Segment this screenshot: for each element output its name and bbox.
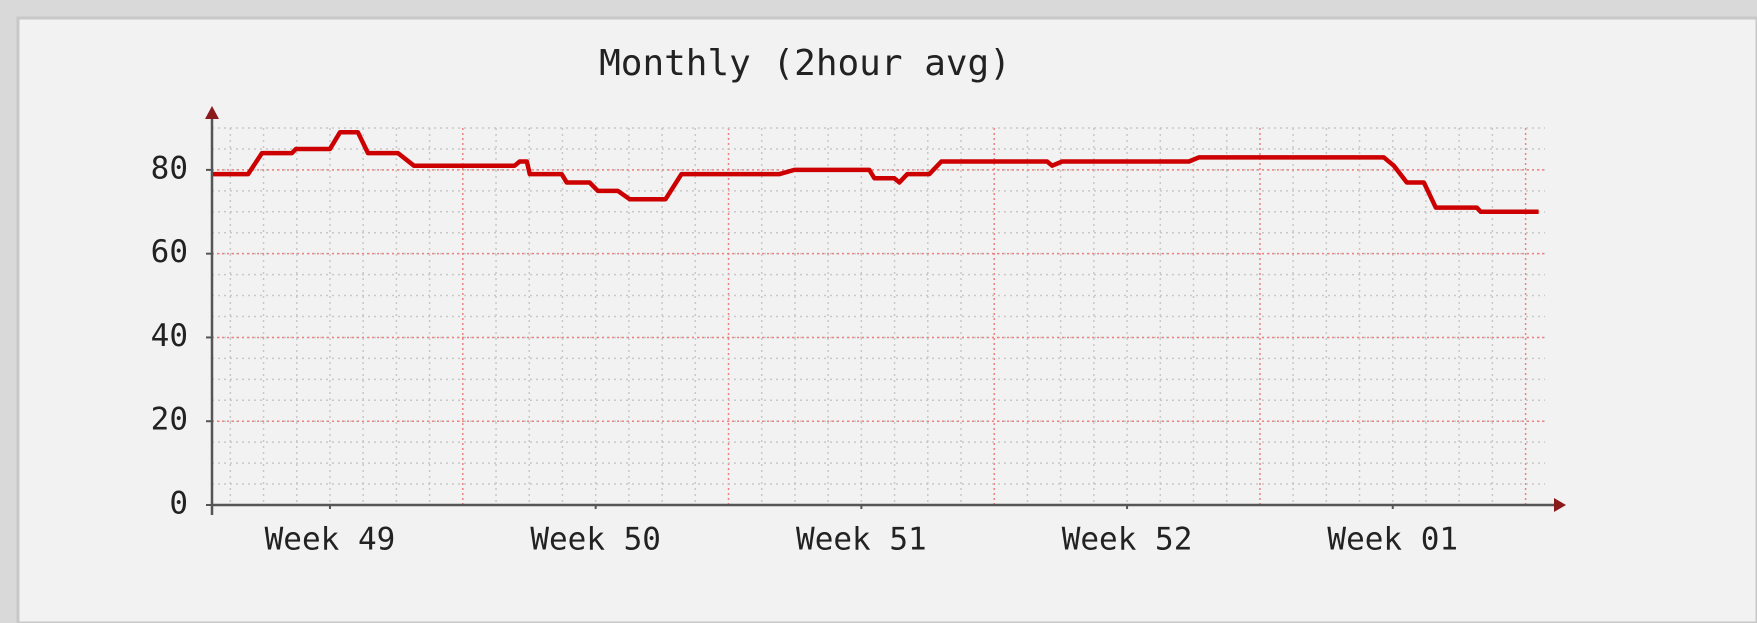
marks (212, 129, 1539, 215)
chart-title: Monthly (2hour avg) (599, 43, 1011, 84)
y-tick-label: 80 (151, 150, 188, 186)
y-tick-label: 40 (151, 318, 188, 354)
x-tick-label: Week 01 (1327, 522, 1458, 558)
x-axis-arrow (1554, 498, 1566, 512)
chart-panel (16, 16, 1757, 623)
line (212, 129, 1539, 215)
y-axis-arrow (205, 106, 219, 119)
x-tick-label: Week 51 (796, 522, 927, 558)
y-tick-label: 0 (169, 486, 188, 522)
x-tick-label: Week 49 (265, 522, 396, 558)
y-tick-label: 20 (151, 402, 188, 438)
x-tick-label: Week 50 (530, 522, 661, 558)
x-tick-label: Week 52 (1062, 522, 1193, 558)
y-tick-label: 60 (151, 234, 188, 270)
